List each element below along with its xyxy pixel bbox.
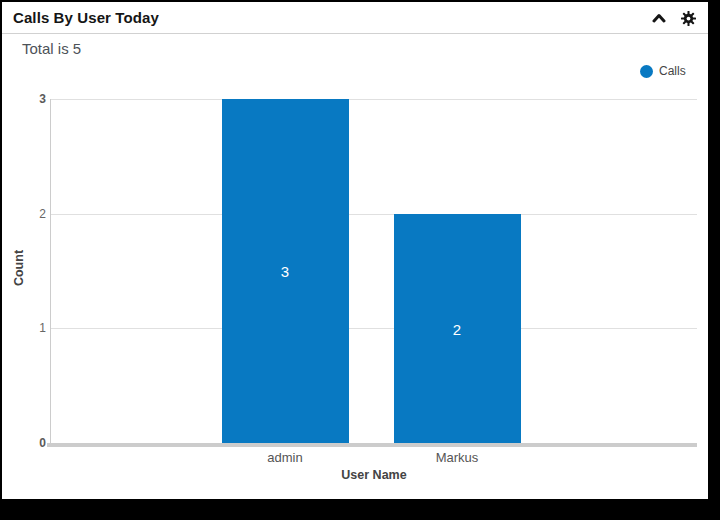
bar-value-label: 3 xyxy=(281,263,289,280)
y-axis-title: Count xyxy=(12,250,26,286)
gridline xyxy=(50,214,697,215)
x-axis-line xyxy=(47,443,697,447)
x-category-label: admin xyxy=(267,450,302,465)
x-category-label: Markus xyxy=(436,450,479,465)
gridline xyxy=(50,99,697,100)
bar-value-label: 2 xyxy=(453,320,461,337)
y-axis-line xyxy=(50,99,51,447)
bar-chart: 0 1 2 3 3 admin 2 Markus Count User Name xyxy=(2,2,708,499)
calls-widget-panel: Calls By User Today xyxy=(2,2,708,499)
y-tick-label: 0 xyxy=(2,434,46,452)
y-tick-label: 1 xyxy=(2,319,46,337)
y-tick-label: 2 xyxy=(2,205,46,223)
y-tick-label: 3 xyxy=(2,90,46,108)
gridline xyxy=(50,328,697,329)
x-axis-title: User Name xyxy=(341,468,406,482)
